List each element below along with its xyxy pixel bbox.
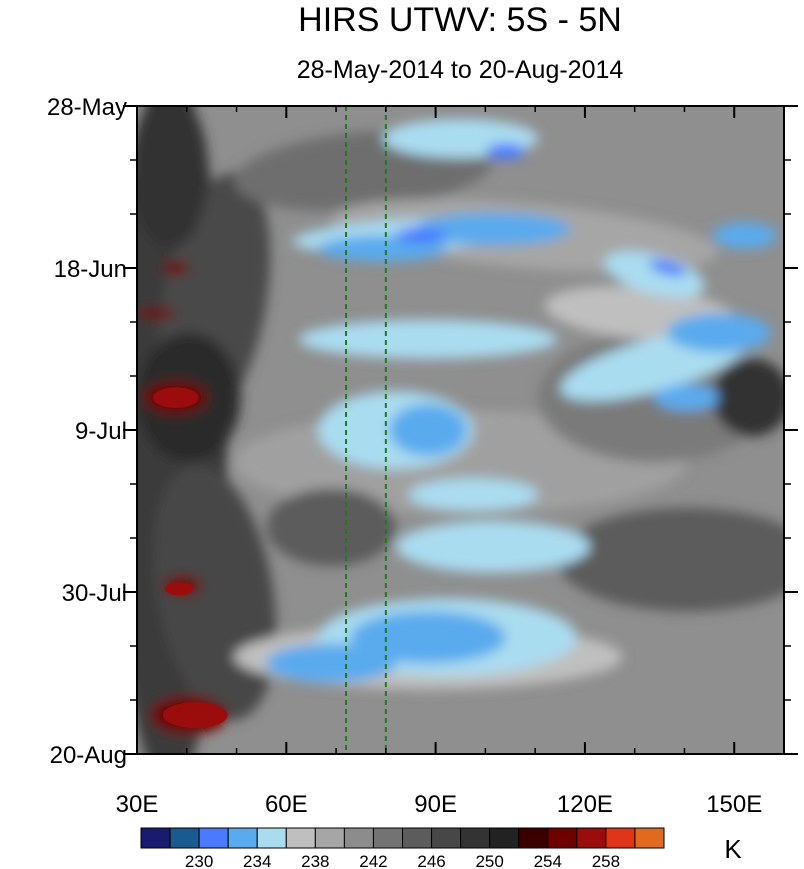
field-blob bbox=[162, 261, 189, 275]
field-blob bbox=[389, 404, 467, 456]
field-hot-spot bbox=[164, 582, 194, 596]
field-blob bbox=[557, 507, 784, 612]
reference-lines bbox=[345, 106, 387, 754]
x-tick-label: 60E bbox=[265, 791, 308, 818]
x-tick-label: 120E bbox=[557, 791, 613, 818]
field-blob bbox=[667, 313, 772, 353]
y-tick-label: 20-Aug bbox=[50, 742, 127, 769]
field-hot-spot bbox=[162, 702, 228, 729]
x-tick-label: 150E bbox=[706, 791, 762, 818]
field-blob bbox=[137, 308, 176, 319]
field-blob bbox=[266, 643, 396, 683]
field-blob bbox=[137, 106, 209, 249]
colorbar-bin bbox=[198, 827, 229, 849]
colorbar-bin bbox=[227, 827, 258, 849]
field-hot-spots bbox=[153, 387, 228, 729]
field-blob bbox=[266, 488, 396, 567]
colorbar-bin bbox=[372, 827, 404, 849]
field-blob bbox=[408, 478, 539, 511]
colorbar-bin bbox=[518, 827, 549, 849]
colorbar-bin bbox=[605, 827, 636, 849]
colorbar-label: 246 bbox=[417, 852, 445, 869]
field-blob bbox=[298, 319, 558, 359]
colorbar-bin bbox=[576, 827, 607, 849]
colorbar-bin bbox=[460, 827, 491, 849]
x-tick-label: 30E bbox=[116, 791, 159, 818]
field-blob bbox=[395, 227, 448, 244]
field-blob bbox=[395, 520, 590, 573]
field-blob bbox=[350, 611, 506, 664]
y-tick-label: 30-Jul bbox=[62, 580, 127, 607]
colorbar-label: 254 bbox=[534, 852, 562, 869]
colorbar-bin bbox=[285, 827, 316, 849]
colorbar-bin bbox=[169, 827, 200, 849]
field-blobs bbox=[137, 106, 784, 754]
colorbar-label: 250 bbox=[475, 852, 503, 869]
field-blob bbox=[712, 358, 784, 437]
field-blob bbox=[712, 222, 778, 249]
x-axis: 30E 60E 90E 120E 150E bbox=[116, 106, 785, 818]
y-tick-label: 28-May bbox=[47, 94, 127, 121]
heatmap-plot-area bbox=[136, 105, 785, 755]
colorbar-bin bbox=[343, 827, 374, 849]
field-blob bbox=[486, 143, 526, 160]
colorbar-label: 234 bbox=[243, 852, 271, 869]
colorbar-bin bbox=[140, 827, 171, 849]
field-hot-spot bbox=[153, 387, 199, 408]
colorbar-bin bbox=[314, 827, 345, 849]
colorbar-unit-label: K bbox=[724, 834, 742, 864]
field-blob bbox=[654, 384, 720, 411]
colorbar-bin bbox=[489, 827, 520, 849]
colorbar-bin bbox=[431, 827, 462, 849]
field-blob bbox=[415, 212, 571, 246]
colorbar-label: 238 bbox=[301, 852, 329, 869]
chart-subtitle: 28-May-2014 to 20-Aug-2014 bbox=[297, 56, 624, 84]
colorbar-bin bbox=[402, 827, 433, 849]
colorbar-label: 230 bbox=[185, 852, 213, 869]
colorbar-label: 258 bbox=[592, 852, 620, 869]
colorbar-bin bbox=[256, 827, 287, 849]
colorbar-label: 242 bbox=[359, 852, 387, 869]
x-tick-label: 90E bbox=[414, 791, 457, 818]
y-axis: 28-May 18-Jun 9-Jul 30-Jul 20-Aug bbox=[47, 94, 798, 769]
y-tick-label: 18-Jun bbox=[54, 256, 127, 283]
field-blob bbox=[648, 259, 687, 277]
chart-title: HIRS UTWV: 5S - 5N bbox=[298, 1, 622, 39]
colorbar: 230 234 238 242 246 250 254 258 bbox=[140, 827, 665, 869]
colorbar-bin bbox=[547, 827, 578, 849]
colorbar-bin bbox=[634, 827, 665, 849]
y-tick-label: 9-Jul bbox=[75, 418, 127, 445]
heatmap-field bbox=[137, 106, 784, 754]
field-blob bbox=[604, 251, 705, 298]
